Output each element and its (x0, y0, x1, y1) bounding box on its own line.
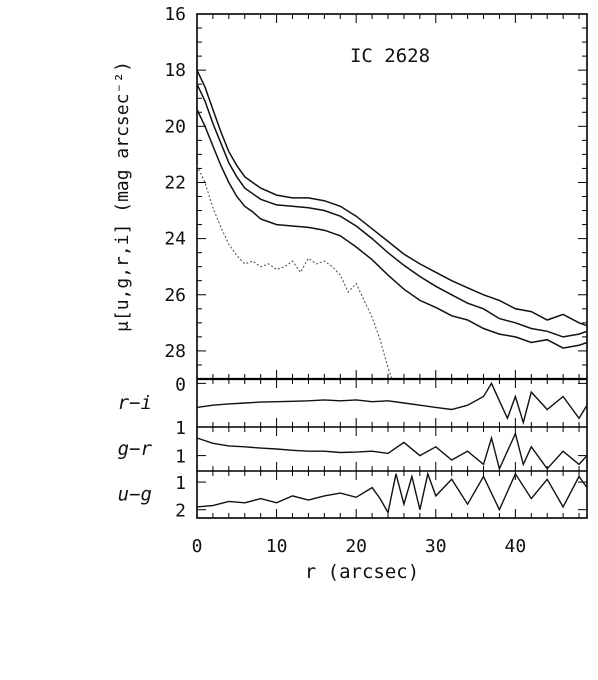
color-y-tick-label: 0 (175, 374, 186, 395)
color-y-tick-label: 1 (175, 418, 186, 439)
chart-title: IC 2628 (350, 45, 430, 67)
color-y-tick-label: 1 (175, 473, 186, 494)
color-profile-line-2 (196, 431, 588, 471)
profile-line-4 (196, 165, 393, 380)
x-tick-label: 30 (425, 536, 447, 557)
x-tick-label: 10 (266, 536, 288, 557)
x-tick-label: 20 (345, 536, 367, 557)
y-tick-label: 20 (164, 116, 186, 137)
y-tick-label: 16 (164, 4, 186, 25)
profile-line-2 (196, 83, 588, 338)
color-panel-label: u−g (118, 484, 152, 506)
color-profile-line-3 (196, 471, 588, 515)
profile-line-3 (196, 109, 588, 349)
x-tick-label: 0 (192, 536, 203, 557)
profile-line-1 (196, 69, 588, 327)
y-tick-label: 28 (164, 341, 186, 362)
color-y-tick-label: 1 (175, 447, 186, 468)
color-panel-label: g−r (118, 438, 153, 460)
y-tick-label: 22 (164, 172, 186, 193)
y-tick-label: 26 (164, 285, 186, 306)
x-tick-label: 40 (505, 536, 527, 557)
color-profile-line-1 (196, 381, 588, 426)
y-tick-label: 24 (164, 229, 186, 250)
color-y-tick-label: 2 (175, 501, 186, 522)
color-panel-label: r−i (118, 392, 152, 414)
y-axis-label: μ[u,g,r,i] (mag arcsec⁻²) (112, 61, 133, 332)
x-axis-label: r (arcsec) (305, 561, 419, 583)
y-tick-label: 18 (164, 60, 186, 81)
plot-frame (196, 13, 588, 519)
